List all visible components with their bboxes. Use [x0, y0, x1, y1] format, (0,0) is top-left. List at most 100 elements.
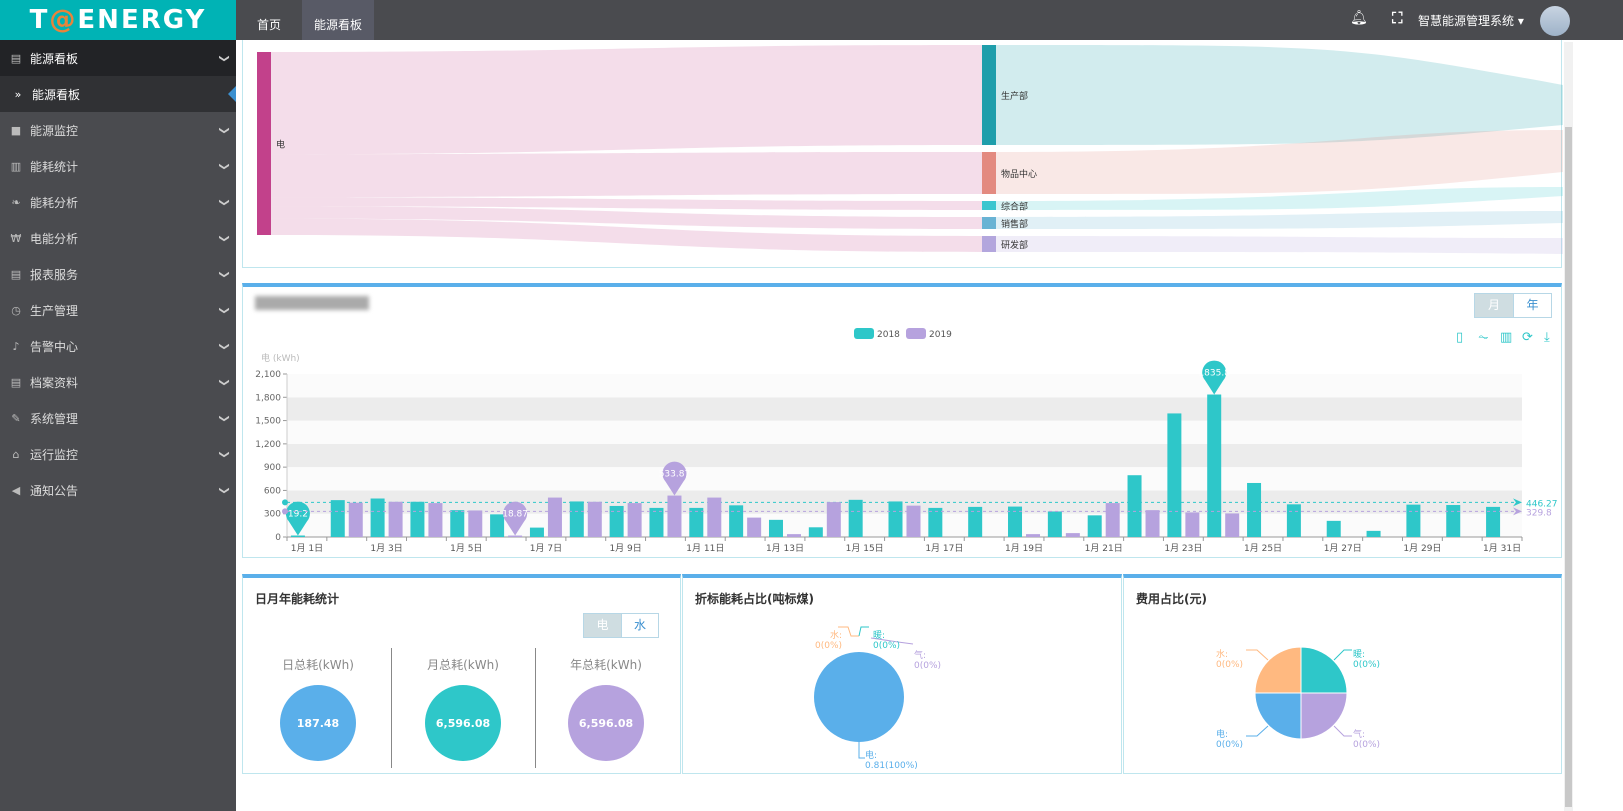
bar-2018[interactable]: [768, 519, 783, 537]
bar-2018[interactable]: [1326, 520, 1341, 537]
water-button[interactable]: 水: [621, 613, 659, 638]
legend-label[interactable]: 2018: [877, 330, 900, 340]
bar-2018[interactable]: [330, 500, 345, 537]
bar-chart-icon[interactable]: ▥: [1500, 330, 1512, 345]
bar-2019[interactable]: [1145, 510, 1160, 537]
bar-2018[interactable]: [1286, 504, 1301, 537]
bar-2018[interactable]: [689, 507, 704, 537]
sidebar-subitem-energy-dashboard[interactable]: » 能源看板: [0, 76, 236, 112]
bar-2019[interactable]: [1185, 512, 1200, 537]
sankey-link[interactable]: [271, 218, 982, 252]
bar-2019[interactable]: [627, 503, 642, 537]
bar-2018[interactable]: [808, 527, 823, 537]
bar-2018[interactable]: [490, 514, 505, 537]
bar-2018[interactable]: [1207, 394, 1222, 537]
tab-home[interactable]: 首页: [256, 18, 281, 32]
sidebar-item[interactable]: ◷ 生产管理 ❯: [0, 292, 236, 328]
bar-2018[interactable]: [1366, 530, 1381, 537]
bar-2019[interactable]: [388, 501, 403, 537]
bar-2019[interactable]: [667, 495, 682, 537]
marker-pin-min_label[interactable]: [285, 501, 310, 536]
scrollbar[interactable]: [1564, 42, 1573, 811]
legend-swatch-2018[interactable]: [854, 328, 874, 339]
sankey-link[interactable]: [271, 206, 982, 229]
avatar[interactable]: [1540, 6, 1570, 36]
data-view-icon[interactable]: ▯: [1456, 330, 1463, 345]
bar-2018[interactable]: [529, 527, 544, 537]
pie-slice-heat[interactable]: [1300, 646, 1348, 694]
line-chart-icon[interactable]: ⏦: [1478, 330, 1489, 345]
sankey-node[interactable]: [982, 201, 996, 210]
bar-2019[interactable]: [428, 503, 443, 537]
bar-2018[interactable]: [410, 501, 425, 537]
pie-slice-electric[interactable]: [814, 652, 904, 742]
bar-2018[interactable]: [569, 501, 584, 537]
bar-2018[interactable]: [1247, 482, 1262, 537]
pie-slice-water[interactable]: [1254, 646, 1302, 694]
marker-pin-max_label[interactable]: [1202, 360, 1227, 395]
sankey-link[interactable]: [996, 211, 1563, 229]
bar-2019[interactable]: [747, 517, 762, 537]
bar-2018[interactable]: [928, 507, 943, 537]
bar-2018[interactable]: [888, 501, 903, 537]
period-year-button[interactable]: 年: [1513, 293, 1552, 318]
bar-2018[interactable]: [1047, 511, 1062, 537]
bell-icon[interactable]: 🔔︎: [1350, 10, 1368, 26]
bar-2018[interactable]: [968, 506, 983, 537]
bar-2018[interactable]: [1446, 505, 1461, 537]
bar-2018[interactable]: [450, 510, 465, 537]
download-icon[interactable]: ⤓: [1544, 330, 1550, 345]
pie-slice-gas[interactable]: [1300, 692, 1348, 740]
bar-2018[interactable]: [729, 505, 744, 537]
bar-2018[interactable]: [1127, 475, 1142, 537]
bar-2019[interactable]: [547, 497, 562, 537]
bar-2019[interactable]: [468, 510, 483, 537]
sidebar-item[interactable]: ▤ 能源看板 ❯: [0, 40, 236, 76]
bar-2019[interactable]: [348, 502, 363, 537]
bar-2019[interactable]: [826, 502, 841, 537]
bar-2019[interactable]: [1026, 534, 1041, 537]
legend-swatch-2019[interactable]: [906, 328, 926, 339]
sidebar-item[interactable]: ♪ 告警中心 ❯: [0, 328, 236, 364]
sankey-node[interactable]: [982, 152, 996, 194]
sankey-link[interactable]: [271, 45, 982, 155]
bar-2019[interactable]: [1225, 513, 1240, 537]
bar-2019[interactable]: [1105, 503, 1120, 537]
sankey-link[interactable]: [271, 197, 982, 210]
sidebar-item[interactable]: ✎ 系统管理 ❯: [0, 400, 236, 436]
sankey-node[interactable]: [982, 236, 996, 252]
legend-label[interactable]: 2019: [929, 330, 952, 340]
sidebar-item[interactable]: ▤ 档案资料 ❯: [0, 364, 236, 400]
bar-2019[interactable]: [786, 534, 801, 537]
refresh-icon[interactable]: ⟳: [1522, 330, 1533, 345]
marker-pin-min_label[interactable]: [503, 501, 528, 536]
bar-2018[interactable]: [1008, 506, 1023, 537]
sankey-link[interactable]: [271, 152, 982, 198]
bar-2018[interactable]: [290, 535, 305, 537]
sidebar-item[interactable]: ■ 能源监控 ❯: [0, 112, 236, 148]
sankey-link[interactable]: [996, 236, 1563, 254]
sidebar-item[interactable]: ₩ 电能分析 ❯: [0, 220, 236, 256]
system-menu[interactable]: 智慧能源管理系统 ▾: [1418, 14, 1524, 28]
sankey-source-node[interactable]: [257, 52, 271, 235]
pie-slice-electric[interactable]: [1254, 692, 1302, 740]
sankey-node[interactable]: [982, 217, 996, 229]
bar-2019[interactable]: [906, 505, 921, 537]
bar-2018[interactable]: [370, 498, 385, 537]
electric-button[interactable]: 电: [583, 613, 622, 638]
marker-pin-max_label[interactable]: [662, 461, 687, 496]
tab-energy-dashboard[interactable]: 能源看板: [302, 0, 374, 40]
sidebar-item[interactable]: ❧ 能耗分析 ❯: [0, 184, 236, 220]
bar-2018[interactable]: [1087, 515, 1102, 537]
sidebar-item[interactable]: ◀ 通知公告 ❯: [0, 472, 236, 508]
bar-2018[interactable]: [649, 507, 664, 537]
sankey-node[interactable]: [982, 45, 996, 145]
bar-2018[interactable]: [609, 505, 624, 537]
bar-2019[interactable]: [587, 501, 602, 537]
sidebar-item[interactable]: ⌂ 运行监控 ❯: [0, 436, 236, 472]
sankey-link[interactable]: [996, 130, 1563, 194]
bar-2019[interactable]: [508, 535, 523, 537]
bar-2018[interactable]: [848, 499, 863, 537]
bar-2018[interactable]: [1406, 504, 1421, 537]
bar-2018[interactable]: [1167, 413, 1182, 537]
